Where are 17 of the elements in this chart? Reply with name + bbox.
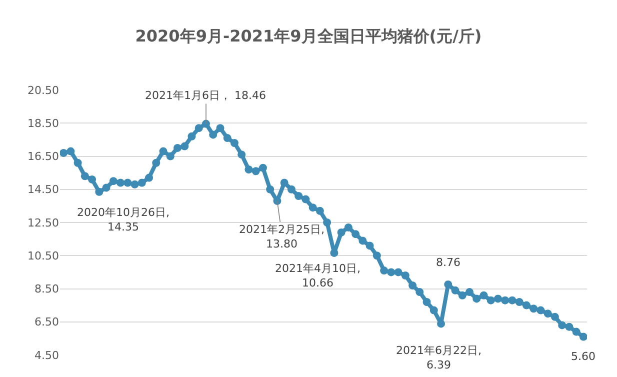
annotation: 2021年4月10日, 10.66 bbox=[275, 262, 360, 290]
y-tick-label: 8.50 bbox=[34, 282, 59, 296]
annotation: 2021年1月6日， 18.46 bbox=[145, 89, 266, 102]
y-tick-label: 4.50 bbox=[34, 348, 59, 362]
annotation: 8.76 bbox=[436, 256, 460, 269]
y-tick-label: 14.50 bbox=[28, 183, 59, 196]
annotation: 2020年10月26日, 14.35 bbox=[77, 206, 170, 234]
annotation: 2021年6月22日, 6.39 bbox=[396, 344, 482, 372]
y-tick-label: 16.50 bbox=[28, 150, 59, 164]
annotation: 5.60 bbox=[571, 350, 596, 363]
y-tick-label: 12.50 bbox=[28, 216, 59, 230]
annotation: 2021年2月25日, 13.80 bbox=[239, 223, 324, 250]
y-tick-label: 18.50 bbox=[28, 116, 59, 130]
y-tick-label: 6.50 bbox=[34, 316, 59, 329]
y-tick-label: 10.50 bbox=[28, 249, 59, 262]
y-tick-label: 20.50 bbox=[28, 84, 59, 97]
chart-title: 2020年9月-2021年9月全国日平均猪价(元/斤) bbox=[135, 26, 482, 46]
